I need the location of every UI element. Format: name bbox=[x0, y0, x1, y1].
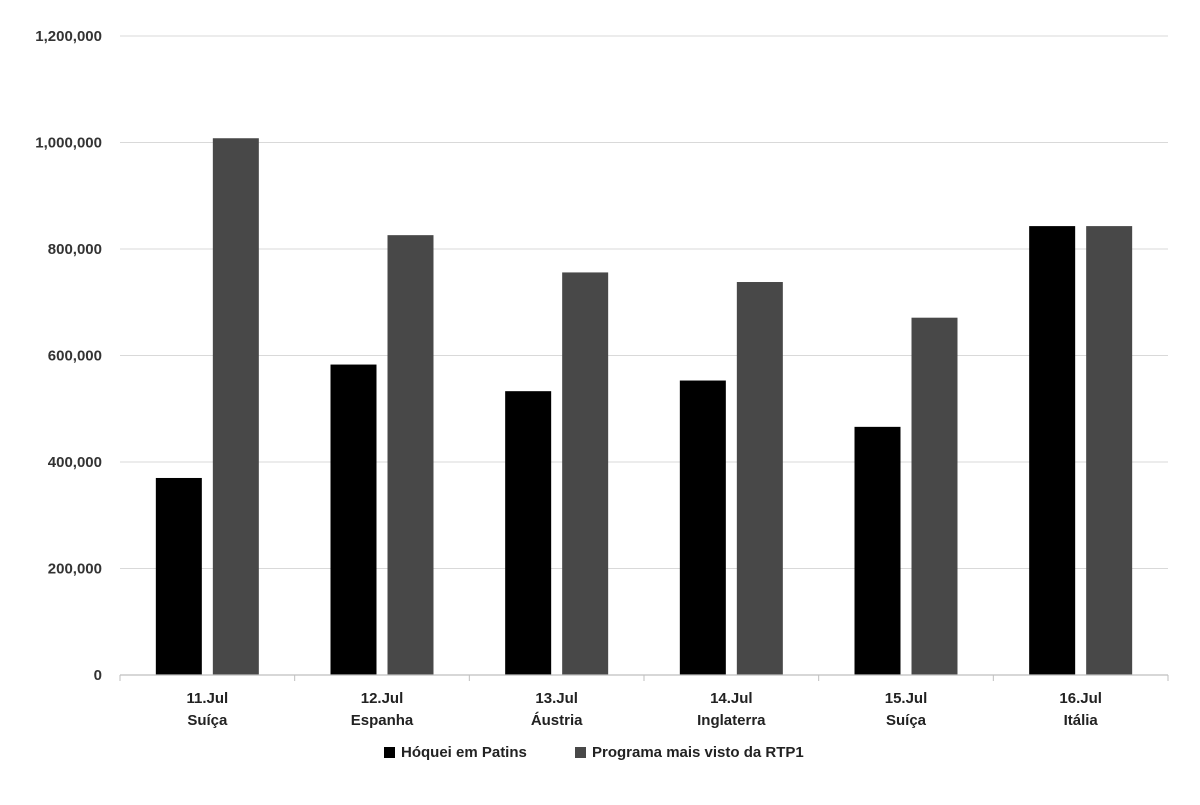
bar-series-0 bbox=[1029, 226, 1076, 676]
grid-lines bbox=[120, 35, 1168, 569]
y-tick-label: 1,000,000 bbox=[35, 135, 102, 152]
x-tick-label-country: Espanha bbox=[351, 712, 414, 729]
legend-swatch-1 bbox=[575, 747, 586, 758]
x-tick-label-date: 12.Jul bbox=[361, 690, 404, 707]
legend-label-0: Hóquei em Patins bbox=[401, 744, 527, 761]
bar-series-1 bbox=[387, 235, 434, 675]
bar-series-0 bbox=[155, 477, 202, 675]
bar-series-0 bbox=[505, 391, 552, 675]
y-axis-ticks: 0 200,000 400,000 600,000 800,000 1,000,000 1,… bbox=[35, 28, 102, 684]
bar-series-1 bbox=[911, 317, 958, 675]
legend-swatch-0 bbox=[384, 747, 395, 758]
x-tick-label-date: 14.Jul bbox=[710, 690, 753, 707]
x-tick-label-country: Suíça bbox=[187, 712, 228, 729]
y-tick-label: 0 bbox=[94, 667, 102, 684]
x-tick-label-date: 11.Jul bbox=[186, 690, 228, 707]
x-tick-label-date: 13.Jul bbox=[535, 690, 578, 707]
x-tick-label-date: 16.Jul bbox=[1059, 690, 1102, 707]
bar-series-1 bbox=[736, 282, 783, 675]
legend-label-1: Programa mais visto da RTP1 bbox=[592, 744, 804, 761]
bar-series-1 bbox=[212, 138, 259, 676]
x-tick-label-date: 15.Jul bbox=[885, 690, 928, 707]
x-tick-label-country: Itália bbox=[1064, 712, 1099, 729]
bar-series-1 bbox=[562, 272, 609, 675]
x-axis bbox=[119, 674, 1169, 681]
x-axis-labels: 11.Jul Suíça 12.Jul Espanha 13.Jul Áustria 14.… bbox=[186, 690, 1101, 729]
x-tick-label-country: Inglaterra bbox=[697, 712, 766, 729]
bar-series-0 bbox=[854, 426, 901, 675]
y-tick-label: 1,200,000 bbox=[35, 28, 102, 45]
y-tick-label: 600,000 bbox=[48, 348, 102, 365]
x-tick-label-country: Áustria bbox=[531, 712, 583, 729]
y-tick-label: 800,000 bbox=[48, 241, 102, 258]
bar-series-1 bbox=[1086, 226, 1133, 676]
legend: Hóquei em Patins Programa mais visto da R… bbox=[384, 744, 804, 761]
y-tick-label: 400,000 bbox=[48, 454, 102, 471]
bar-series-0 bbox=[330, 364, 377, 675]
bars bbox=[155, 138, 1133, 676]
x-tick-label-country: Suíça bbox=[886, 712, 927, 729]
bar-series-0 bbox=[679, 380, 726, 675]
y-tick-label: 200,000 bbox=[48, 561, 102, 578]
